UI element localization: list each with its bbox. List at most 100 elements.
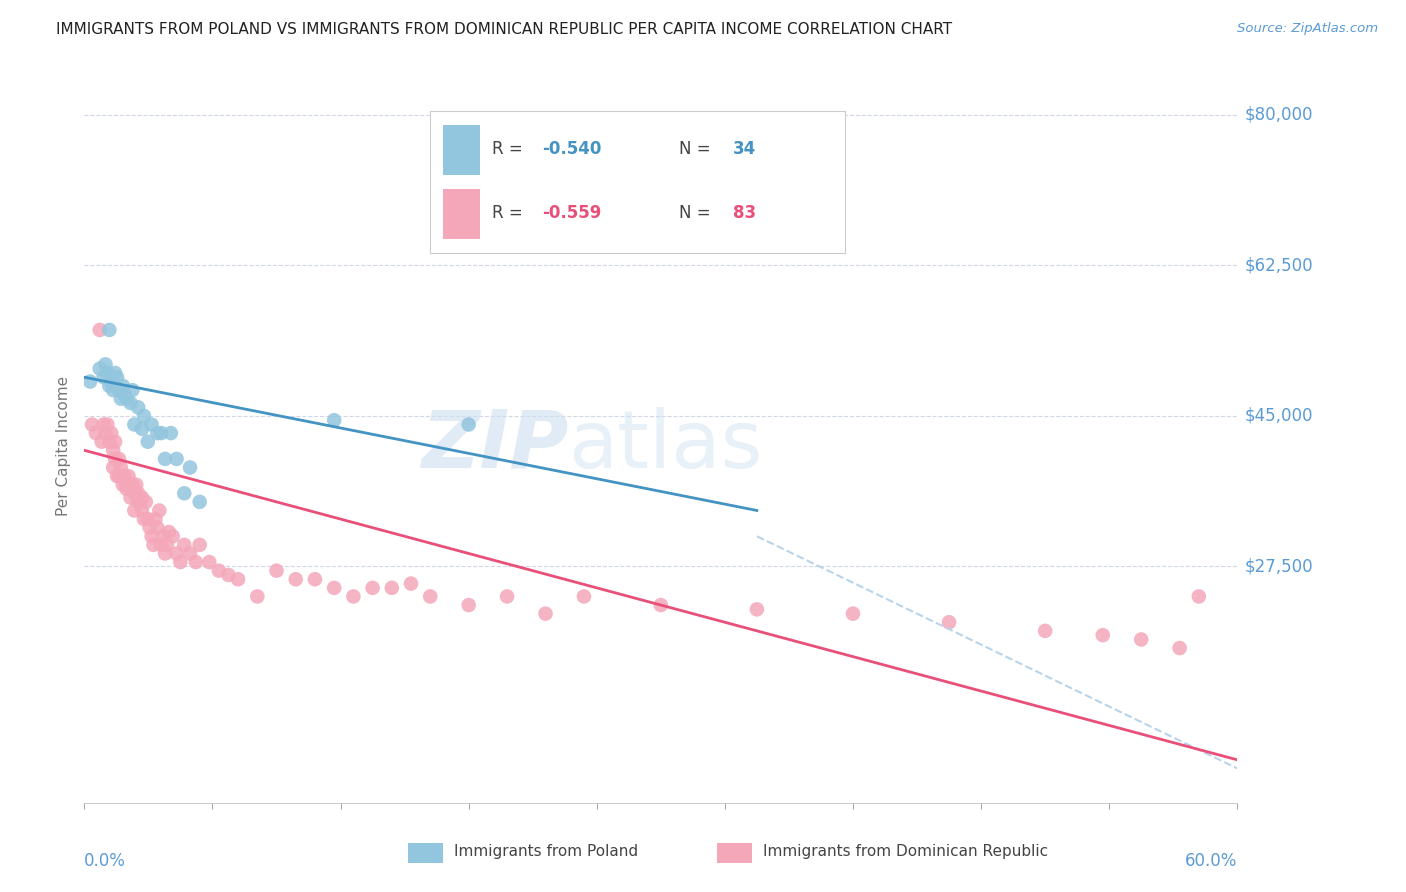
Point	[104, 451, 127, 466]
Point	[111, 477, 134, 491]
Point	[100, 426, 122, 441]
Point	[100, 375, 122, 389]
Point	[534, 607, 557, 621]
Point	[1033, 624, 1056, 638]
Point	[96, 366, 118, 380]
Point	[117, 469, 139, 483]
Point	[142, 538, 165, 552]
Text: atlas: atlas	[568, 407, 763, 485]
Point	[96, 417, 118, 432]
Point	[120, 491, 142, 505]
Point	[148, 503, 170, 517]
Text: -0.559: -0.559	[543, 204, 602, 222]
Point	[127, 486, 149, 500]
Point	[1188, 590, 1211, 604]
Point	[121, 383, 143, 397]
Point	[342, 590, 364, 604]
Point	[79, 375, 101, 389]
Point	[90, 434, 112, 449]
Bar	[443, 125, 479, 175]
Point	[159, 426, 183, 441]
Text: $45,000: $45,000	[1244, 407, 1313, 425]
Point	[226, 572, 249, 586]
Point	[399, 576, 422, 591]
Point	[246, 590, 269, 604]
Point	[103, 383, 124, 397]
Text: R =: R =	[492, 140, 529, 158]
Text: 83: 83	[733, 204, 756, 222]
Point	[120, 477, 142, 491]
Text: $80,000: $80,000	[1244, 106, 1313, 124]
Point	[108, 469, 131, 483]
Point	[111, 379, 134, 393]
Point	[125, 477, 148, 491]
Text: 0.0%: 0.0%	[84, 852, 127, 870]
Point	[169, 555, 191, 569]
Point	[131, 422, 153, 436]
Point	[111, 469, 134, 483]
Text: Immigrants from Dominican Republic: Immigrants from Dominican Republic	[763, 845, 1049, 859]
Point	[157, 524, 180, 539]
Point	[105, 469, 128, 483]
Point	[572, 590, 595, 604]
Point	[103, 443, 124, 458]
Point	[138, 521, 160, 535]
Point	[131, 503, 153, 517]
Point	[188, 495, 211, 509]
Point	[179, 460, 201, 475]
Point	[136, 512, 159, 526]
Point	[121, 477, 143, 491]
Point	[136, 434, 159, 449]
Text: $27,500: $27,500	[1244, 558, 1313, 575]
Point	[105, 370, 128, 384]
Point	[323, 413, 346, 427]
Point	[1130, 632, 1153, 647]
Point	[115, 482, 138, 496]
Point	[1091, 628, 1114, 642]
Y-axis label: Per Capita Income: Per Capita Income	[56, 376, 72, 516]
Point	[114, 469, 136, 483]
Point	[179, 546, 201, 560]
Point	[188, 538, 211, 552]
Point	[104, 366, 127, 380]
Point	[323, 581, 346, 595]
Point	[89, 361, 111, 376]
Point	[217, 568, 239, 582]
Point	[145, 512, 167, 526]
Point	[381, 581, 404, 595]
Point	[114, 387, 136, 401]
Point	[156, 538, 179, 552]
Point	[110, 392, 132, 406]
Point	[103, 460, 124, 475]
Point	[173, 486, 195, 500]
Point	[284, 572, 307, 586]
Point	[115, 392, 138, 406]
Point	[98, 323, 121, 337]
Text: Source: ZipAtlas.com: Source: ZipAtlas.com	[1237, 22, 1378, 36]
Point	[152, 529, 174, 543]
Point	[127, 495, 149, 509]
Point	[419, 590, 441, 604]
Point	[127, 401, 149, 415]
Point	[131, 491, 153, 505]
Point	[496, 590, 519, 604]
Point	[132, 512, 155, 526]
Point	[124, 503, 146, 517]
Point	[198, 555, 221, 569]
Point	[184, 555, 207, 569]
Point	[150, 538, 173, 552]
Bar	[443, 189, 479, 239]
Text: R =: R =	[492, 204, 529, 222]
Point	[842, 607, 865, 621]
Text: $62,500: $62,500	[1244, 257, 1313, 275]
Point	[129, 495, 152, 509]
Point	[94, 357, 117, 371]
Point	[135, 495, 157, 509]
Text: IMMIGRANTS FROM POLAND VS IMMIGRANTS FROM DOMINICAN REPUBLIC PER CAPITA INCOME C: IMMIGRANTS FROM POLAND VS IMMIGRANTS FRO…	[56, 22, 952, 37]
Point	[166, 451, 188, 466]
Text: N =: N =	[679, 204, 716, 222]
Point	[98, 434, 121, 449]
Point	[150, 426, 173, 441]
Text: N =: N =	[679, 140, 716, 158]
Point	[120, 396, 142, 410]
